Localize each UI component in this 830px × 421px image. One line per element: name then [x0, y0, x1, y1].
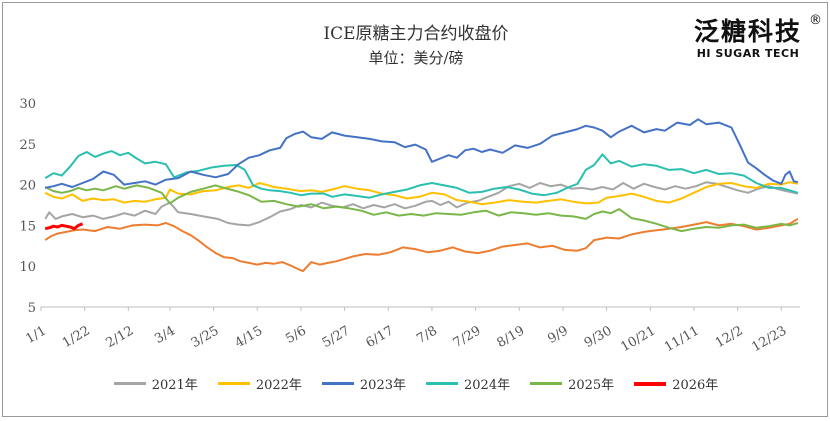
legend-item: 2021年 [113, 374, 198, 393]
x-tick-label: 5/27 [320, 323, 353, 351]
series-line-2022 [44, 181, 799, 206]
chart-title: ICE原糖主力合约收盘价 [323, 24, 509, 44]
x-tick-label: 2/12 [104, 323, 137, 351]
y-tick-label: 25 [19, 138, 36, 153]
x-tick-label: 7/8 [414, 323, 440, 346]
brand-name-en: HI SUGAR TECH [696, 47, 800, 60]
y-tick-label: 5 [28, 301, 36, 316]
legend-label: 2021年 [151, 378, 198, 393]
legend-label: 2022年 [255, 378, 302, 393]
legend-label: 2025年 [568, 378, 615, 393]
x-tick-label: 8/19 [494, 323, 527, 351]
legend-item: 2024年 [426, 374, 510, 393]
series-line-2024 [44, 150, 799, 199]
chart-legend: 2021年 2022年 2023年 2024年 2025年 2026年 [3, 374, 829, 393]
x-tick-label: 9/30 [582, 323, 615, 351]
x-tick-label: 5/6 [283, 323, 309, 346]
x-tick-label: 12/23 [749, 323, 789, 355]
y-tick-label: 30 [19, 97, 36, 112]
x-tick-label: 11/11 [662, 323, 702, 355]
legend-item: 2022年 [217, 374, 302, 393]
legend-label: 2024年 [464, 378, 511, 393]
x-tick-label: 6/17 [363, 323, 396, 351]
brand-logo: 泛糖科技 ® HI SUGAR TECH [678, 13, 822, 60]
legend-item: 2023年 [321, 374, 406, 393]
x-tick-label: 1/1 [23, 323, 49, 346]
x-tick-label: 10/21 [618, 323, 658, 355]
legend-swatch [113, 382, 146, 385]
registered-mark: ® [809, 13, 822, 28]
legend-swatch [634, 381, 667, 386]
legend-swatch [530, 382, 563, 385]
legend-swatch [426, 382, 458, 385]
x-tick-label: 4/15 [232, 323, 265, 351]
x-tick-label: 3/4 [152, 323, 178, 346]
series-line-2023 [44, 118, 799, 189]
x-tick-label: 9/9 [545, 323, 571, 346]
chart-subtitle: 单位：美分/磅 [368, 49, 464, 67]
legend-swatch [321, 382, 354, 385]
y-tick-label: 20 [19, 179, 36, 194]
y-tick-label: 15 [19, 219, 36, 234]
series-line-2025 [44, 184, 799, 233]
legend-item: 2026年 [634, 374, 718, 393]
y-tick-label: 10 [19, 260, 36, 275]
chart-plot: 5 10 15 20 25 30 1/1 1/22 2/12 3/4 3/25 4/15 5/6 5/27… [19, 97, 800, 355]
x-tick-label: 1/22 [60, 323, 93, 351]
x-tick-label: 7/29 [451, 323, 484, 351]
legend-swatch [217, 382, 250, 385]
series-line-2026 [44, 222, 84, 231]
series-line-unlabeled [44, 218, 799, 273]
series-line-2021 [44, 181, 799, 227]
brand-name-cn: 泛糖科技 [693, 17, 802, 46]
legend-item: 2025年 [530, 374, 614, 393]
x-tick-label: 3/25 [189, 323, 222, 351]
legend-label: 2026年 [672, 378, 719, 393]
legend-label: 2023年 [359, 378, 406, 393]
x-tick-label: 12/2 [713, 323, 746, 351]
